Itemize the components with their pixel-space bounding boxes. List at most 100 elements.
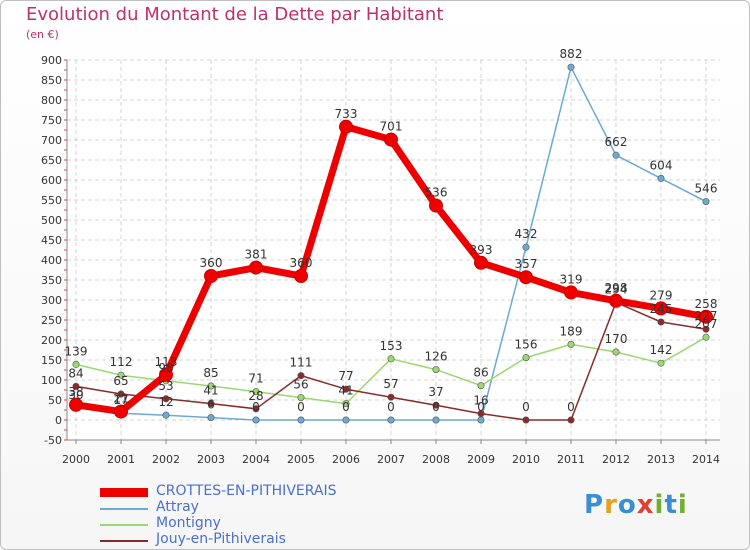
x-tick-label: 2005: [287, 453, 315, 466]
y-tick-label: 400: [41, 254, 62, 267]
data-point: [702, 333, 710, 341]
data-point: [249, 260, 263, 275]
data-label: 41: [338, 384, 353, 398]
data-label: 153: [380, 339, 403, 353]
data-point: [72, 360, 80, 368]
y-tick-label: 500: [41, 214, 62, 227]
logo-letter: t: [664, 490, 678, 520]
data-label: 0: [297, 400, 305, 414]
data-point: [252, 416, 260, 424]
data-point: [477, 382, 485, 390]
legend-label: Attray: [156, 499, 199, 515]
x-tick-label: 2007: [377, 453, 405, 466]
data-point: [567, 340, 575, 348]
data-label: 319: [560, 272, 583, 286]
data-label: 701: [380, 120, 403, 134]
data-point: [342, 416, 350, 424]
data-point: [432, 416, 440, 424]
data-label: 38: [68, 385, 83, 399]
data-label: 65: [113, 374, 128, 388]
data-label: 0: [252, 400, 260, 414]
data-point: [297, 416, 305, 424]
data-point: [207, 400, 215, 408]
data-point: [657, 359, 665, 367]
data-label: 98: [158, 361, 173, 375]
data-point: [204, 269, 218, 283]
data-label: 21: [113, 392, 128, 406]
data-label: 28: [248, 389, 263, 403]
data-label: 536: [425, 186, 448, 200]
data-label: 298: [605, 281, 628, 295]
y-tick-label: 550: [41, 194, 62, 207]
data-point: [432, 366, 440, 374]
data-label: 882: [560, 47, 583, 61]
data-label: 0: [432, 400, 440, 414]
x-tick-label: 2000: [62, 453, 90, 466]
x-tick-label: 2008: [422, 453, 450, 466]
y-tick-label: 0: [55, 414, 62, 427]
data-label: 85: [203, 366, 218, 380]
data-point: [114, 404, 128, 419]
y-tick-label: 600: [41, 174, 62, 187]
y-tick-label: 300: [41, 294, 62, 307]
data-point: [699, 309, 713, 324]
chart-title: Evolution du Montant de la Dette par Hab…: [26, 4, 444, 25]
data-point: [564, 285, 578, 300]
y-tick-label: 750: [41, 114, 62, 127]
data-point: [252, 405, 260, 413]
data-label: 111: [290, 356, 313, 370]
data-label: 77: [338, 369, 353, 383]
data-point: [432, 401, 440, 409]
y-tick-label: 450: [41, 234, 62, 247]
data-point: [477, 416, 485, 424]
x-tick-label: 2001: [107, 453, 135, 466]
data-label: 0: [522, 400, 530, 414]
data-label: 113: [155, 355, 178, 369]
data-label: 17: [113, 393, 128, 407]
data-point: [522, 243, 530, 251]
data-label: 170: [605, 332, 628, 346]
data-point: [387, 393, 395, 401]
data-point: [522, 416, 530, 424]
data-point: [612, 348, 620, 356]
data-point: [69, 397, 83, 412]
legend-swatch: [100, 524, 148, 526]
logo-letter: o: [617, 490, 637, 520]
data-label: 207: [695, 317, 718, 331]
data-label: 126: [425, 350, 448, 364]
data-label: 227: [695, 309, 718, 323]
data-point: [297, 394, 305, 402]
data-label: 357: [515, 257, 538, 271]
legend-label: Jouy-en-Pithiverais: [156, 531, 286, 547]
data-point: [252, 388, 260, 396]
data-point: [384, 132, 398, 147]
y-tick-label: 250: [41, 314, 62, 327]
data-label: 30: [68, 388, 83, 402]
x-tick-label: 2003: [197, 453, 225, 466]
data-point: [702, 198, 710, 206]
x-tick-label: 2002: [152, 453, 180, 466]
plot-area: [67, 60, 720, 440]
data-point: [522, 354, 530, 362]
data-point: [387, 355, 395, 363]
data-label: 189: [560, 324, 583, 338]
data-point: [342, 400, 350, 408]
y-tick-label: 700: [41, 134, 62, 147]
data-label: 360: [290, 256, 313, 270]
data-point: [117, 390, 125, 398]
data-label: 56: [293, 378, 308, 392]
data-point: [387, 416, 395, 424]
data-point: [207, 382, 215, 390]
data-point: [519, 270, 533, 285]
y-tick-label: 150: [41, 354, 62, 367]
data-point: [339, 119, 353, 134]
data-label: 139: [65, 344, 88, 358]
logo-letter: i: [654, 490, 665, 520]
x-tick-label: 2009: [467, 453, 495, 466]
data-point: [612, 151, 620, 159]
data-label: 733: [335, 107, 358, 121]
logo-letter: P: [584, 490, 605, 520]
y-tick-label: 850: [41, 74, 62, 87]
data-label: 360: [200, 256, 223, 270]
